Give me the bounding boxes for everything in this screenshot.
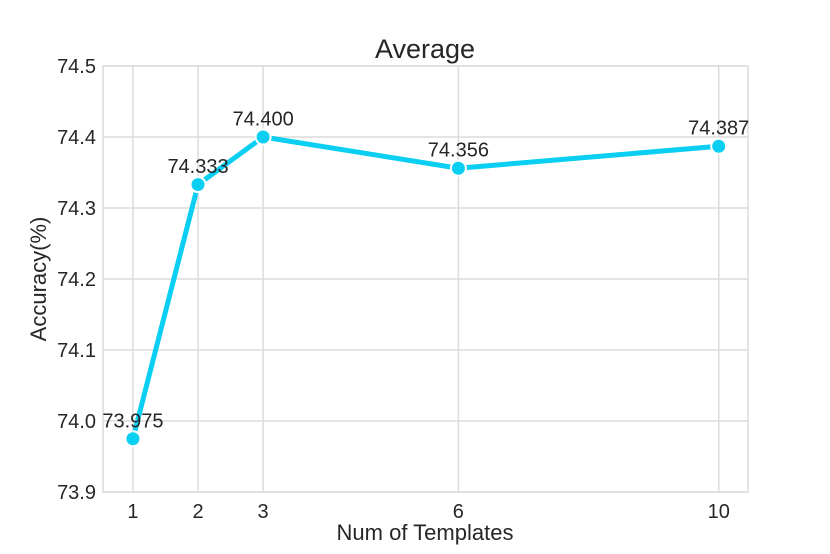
x-tick-label: 1: [127, 501, 138, 523]
data-point-label: 73.975: [102, 410, 163, 432]
data-point-marker: [189, 176, 207, 194]
data-point-marker: [449, 159, 467, 177]
y-axis-label: Accuracy(%): [26, 217, 51, 342]
y-tick-label: 74.5: [57, 56, 96, 78]
x-tick-label: 2: [192, 501, 203, 523]
series-layer: 73.975 74.333 74.400 74.356 74.387: [102, 109, 749, 448]
data-point-label: 74.387: [688, 118, 749, 140]
x-tick-label: 10: [708, 501, 730, 523]
data-line: [130, 134, 722, 442]
y-tick-label: 74.4: [57, 127, 96, 149]
chart-title: Average: [375, 34, 475, 64]
data-point-marker: [710, 137, 728, 155]
grid-layer: [102, 65, 749, 493]
x-axis-label: Num of Templates: [337, 520, 514, 545]
data-point-marker: [124, 430, 142, 448]
data-point-label: 74.356: [428, 140, 489, 162]
data-point-marker: [254, 128, 272, 146]
data-point-label: 74.400: [233, 109, 294, 131]
y-tick-label: 74.1: [57, 340, 96, 362]
x-tick-label: 6: [453, 501, 464, 523]
y-tick-label: 74.2: [57, 269, 96, 291]
plot-border: [102, 65, 749, 493]
y-tick-label: 73.9: [57, 482, 96, 504]
x-tick-label: 3: [258, 501, 269, 523]
y-tick-label: 74.0: [57, 411, 96, 433]
data-point-label: 74.333: [167, 156, 228, 178]
tick-layer: 73.9 74.0 74.1 74.2 74.3 74.4 74.5 1 2 3 6 10: [57, 56, 730, 523]
y-tick-label: 74.3: [57, 198, 96, 220]
